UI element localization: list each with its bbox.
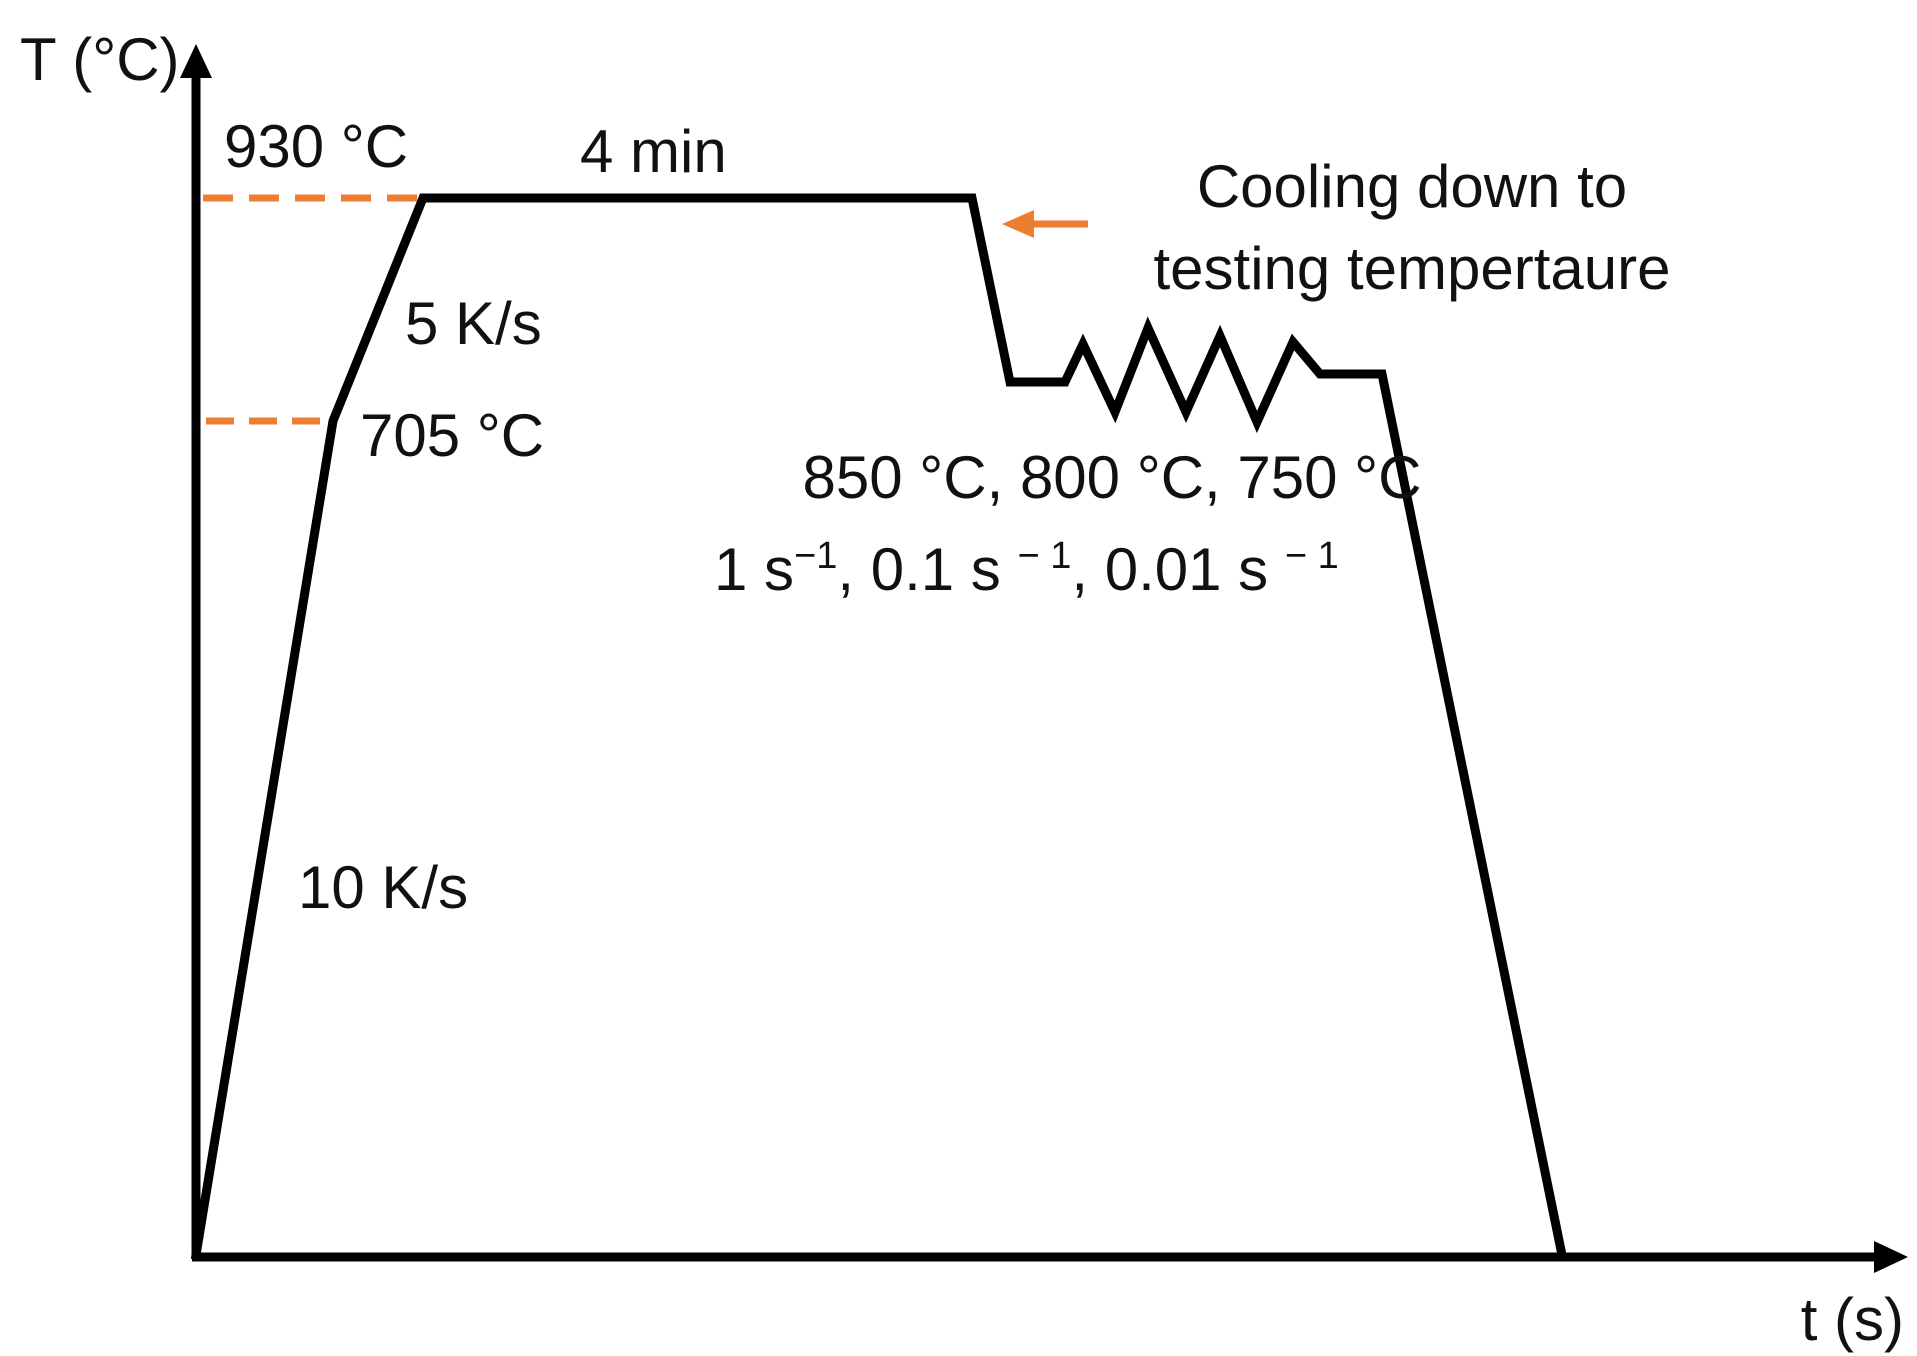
test-temperatures-label: 850 °C, 800 °C, 750 °C (803, 444, 1422, 511)
cooling-note-line2: testing tempertaure (1154, 235, 1671, 302)
x-axis-arrowhead (1874, 1241, 1908, 1273)
y-axis-label: T (°C) (20, 26, 180, 93)
strain-rates-label: 1 s−1, 0.1 s − 1, 0.01 s − 1 (714, 535, 1339, 603)
slow-heating-rate-label: 5 K/s (405, 290, 542, 357)
strain-rate-1-exponent: −1 (794, 535, 837, 577)
y-axis-arrowhead (180, 44, 212, 78)
strain-rate-2: , 0.1 s (837, 536, 1017, 603)
cooling-arrow-head (1002, 210, 1034, 238)
holding-time-label: 4 min (580, 118, 727, 185)
strain-rate-1: 1 s (714, 536, 794, 603)
strain-rate-3-exponent: − 1 (1285, 535, 1339, 577)
fast-heating-rate-label: 10 K/s (298, 854, 468, 921)
strain-rate-2-exponent: − 1 (1017, 535, 1071, 577)
intermediate-temperature-label: 705 °C (360, 402, 544, 469)
x-axis-label: t (s) (1801, 1286, 1904, 1353)
peak-temperature-label: 930 °C (224, 113, 408, 180)
strain-rate-3: , 0.01 s (1071, 536, 1284, 603)
temperature-profile-line (190, 193, 1568, 1261)
cooling-note-line1: Cooling down to (1197, 153, 1627, 220)
